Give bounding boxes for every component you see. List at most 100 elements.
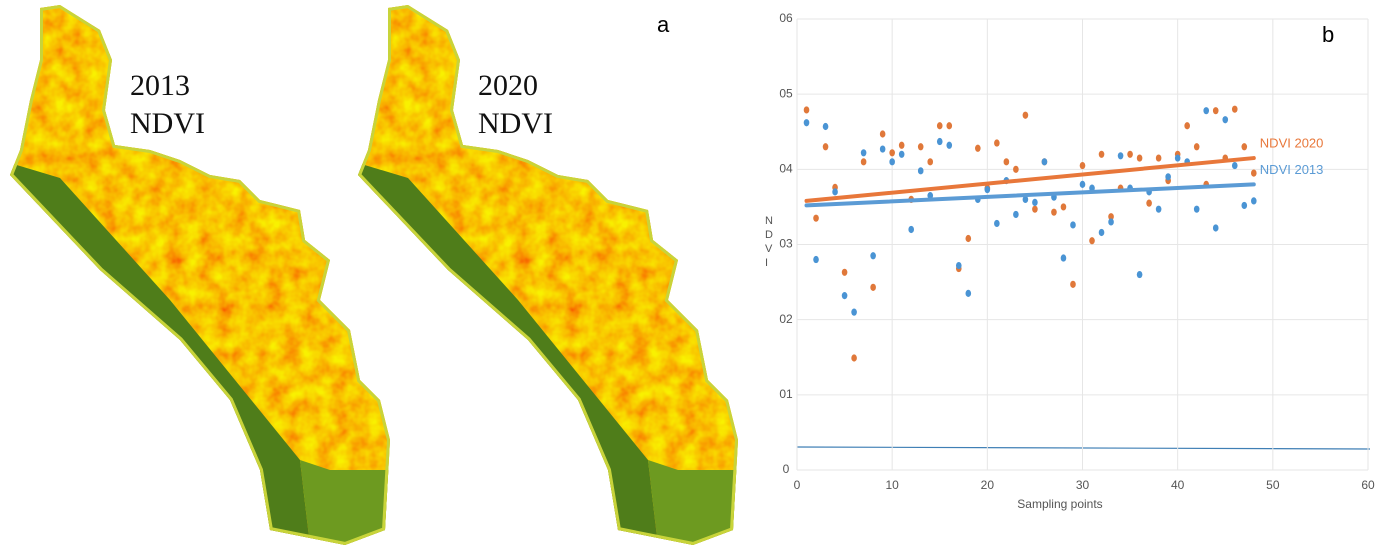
point: [1070, 221, 1076, 229]
baseline: [796, 446, 1371, 450]
point: [1212, 107, 1219, 115]
x-tick-label: 10: [885, 478, 899, 492]
x-tick-label: 30: [1076, 478, 1090, 492]
point: [1013, 210, 1019, 219]
point: [908, 225, 914, 234]
x-tick-label: 40: [1171, 478, 1185, 492]
point: [917, 167, 924, 175]
point: [1117, 152, 1124, 160]
point: [898, 150, 905, 158]
map-index: NDVI: [478, 107, 553, 140]
point: [1108, 213, 1114, 221]
point: [813, 214, 819, 222]
y-tick-label: 06: [779, 11, 793, 25]
y-tick-label: 0: [783, 462, 790, 476]
point: [1079, 161, 1086, 170]
point: [965, 289, 972, 297]
panel-label: b: [1322, 22, 1334, 47]
point: [1127, 150, 1133, 158]
map-index: NDVI: [130, 107, 205, 140]
y-tick-label: 01: [779, 387, 793, 401]
point: [946, 122, 953, 130]
point: [803, 119, 810, 127]
point: [1155, 205, 1162, 213]
point: [1241, 201, 1248, 210]
series-label: NDVI 2013: [1260, 162, 1324, 177]
point: [936, 122, 943, 130]
point: [1060, 203, 1067, 211]
point: [917, 143, 924, 151]
x-tick-label: 0: [794, 478, 801, 492]
series-label: NDVI 2020: [1260, 135, 1324, 150]
point: [936, 137, 943, 146]
x-tick-label: 20: [981, 478, 995, 492]
map-2013: [0, 0, 400, 546]
point: [1041, 158, 1048, 166]
point: [841, 268, 848, 276]
point: [841, 292, 848, 300]
point: [994, 139, 1000, 147]
point: [1108, 218, 1114, 226]
point: [1251, 169, 1257, 177]
trend-line: [804, 156, 1256, 203]
y-tick-label: 02: [779, 312, 793, 326]
point: [1032, 198, 1038, 207]
point: [1174, 154, 1181, 162]
trend-line: [804, 182, 1256, 208]
point: [898, 141, 905, 149]
point: [1184, 122, 1190, 130]
point: [889, 158, 895, 166]
x-tick-label: 50: [1266, 478, 1280, 492]
point: [832, 188, 838, 196]
y-axis-label: NDVI: [765, 215, 773, 269]
point: [975, 144, 981, 152]
point: [1193, 143, 1200, 151]
point: [1098, 150, 1105, 158]
point: [1203, 107, 1210, 115]
point: [860, 149, 867, 157]
point: [955, 261, 962, 270]
point: [870, 252, 876, 260]
point: [1231, 105, 1238, 113]
point: [1136, 270, 1143, 279]
map-year: 2013: [130, 69, 190, 102]
point: [879, 130, 886, 138]
point: [1003, 158, 1010, 166]
point: [813, 255, 819, 264]
map-2020: [348, 0, 748, 546]
y-tick-label: 05: [779, 86, 793, 100]
point: [1222, 116, 1229, 124]
point: [1051, 208, 1057, 216]
point: [1022, 195, 1029, 203]
point: [1136, 154, 1143, 162]
point: [1165, 173, 1171, 181]
point: [1231, 161, 1238, 170]
point: [927, 158, 934, 166]
x-tick-label: 60: [1361, 478, 1375, 492]
map-year: 2020: [478, 69, 538, 102]
point: [860, 158, 867, 166]
point: [889, 149, 895, 157]
point: [927, 192, 934, 200]
point: [851, 308, 857, 316]
point: [1032, 205, 1038, 213]
point: [1155, 154, 1162, 162]
y-tick-label: 04: [779, 162, 793, 176]
point: [994, 219, 1000, 228]
y-tick-label: 03: [779, 237, 793, 251]
point: [1070, 280, 1076, 288]
point: [1013, 165, 1019, 173]
point: [1241, 143, 1248, 151]
point: [1089, 237, 1095, 245]
point: [822, 122, 829, 131]
point: [984, 186, 991, 194]
point: [1079, 180, 1086, 188]
panel-label: a: [657, 12, 670, 37]
point: [1193, 205, 1200, 213]
point: [946, 141, 953, 149]
point: [1212, 224, 1219, 232]
point: [965, 234, 972, 243]
point: [1060, 254, 1067, 262]
